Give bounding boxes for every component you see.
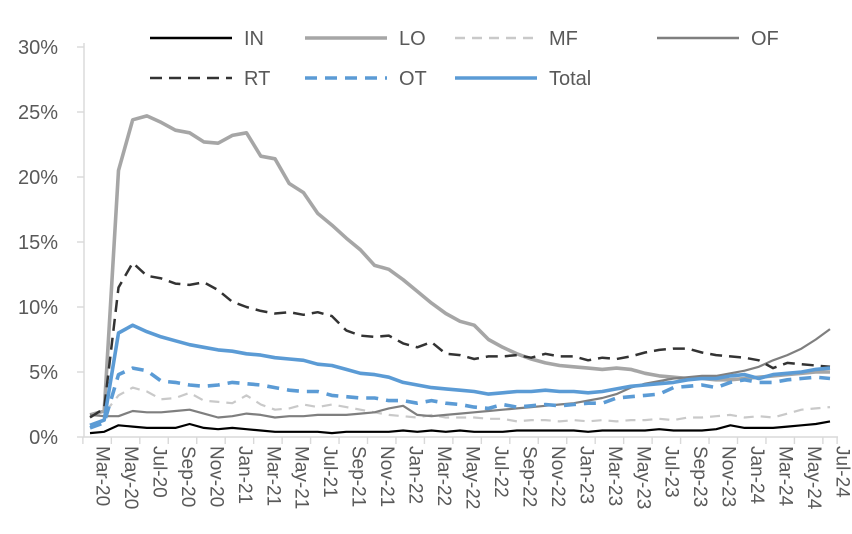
series-line-OF — [89, 328, 831, 419]
x-tick-label: May-22 — [462, 446, 483, 509]
legend-label-IN: IN — [244, 28, 264, 50]
x-tick-label: Sep-22 — [518, 446, 539, 507]
y-tick-label: 20% — [18, 167, 58, 189]
legend-item-Total: Total — [455, 68, 591, 90]
y-tick-label: 15% — [18, 232, 58, 254]
x-tick-label: Nov-22 — [547, 446, 568, 507]
x-tick-label: Mar-20 — [92, 446, 113, 506]
legend-label-MF: MF — [549, 28, 578, 50]
legend-item-LO: LO — [305, 28, 426, 50]
series-line-MF — [89, 386, 831, 423]
x-tick-label: Sep-21 — [348, 446, 369, 507]
x-tick-label: May-23 — [632, 446, 653, 509]
x-tick-label: May-20 — [120, 446, 141, 509]
series-line-LO — [89, 114, 830, 417]
x-tick-label: Jan-22 — [405, 446, 426, 504]
x-tick-label: Jan-24 — [746, 446, 767, 505]
legend-item-OF: OF — [657, 28, 779, 50]
x-tick-label: Jan-21 — [234, 446, 255, 504]
legend-label-OF: OF — [751, 28, 779, 50]
x-tick-label: Mar-23 — [604, 446, 625, 506]
legend-item-MF: MF — [455, 28, 578, 50]
x-tick-label: Mar-22 — [433, 446, 454, 506]
x-tick-label: Mar-24 — [775, 446, 796, 507]
x-tick-label: Jul-20 — [148, 446, 169, 498]
x-tick-label: Nov-21 — [376, 446, 397, 507]
series-line-RT — [89, 261, 831, 419]
y-tick-label: 0% — [29, 427, 58, 449]
legend-item-OT: OT — [305, 68, 427, 90]
x-tick-label: Jul-22 — [490, 446, 511, 498]
x-tick-label: Sep-20 — [177, 446, 198, 507]
legend-label-LO: LO — [399, 28, 426, 50]
x-tick-label: May-21 — [291, 446, 312, 509]
y-tick-label: 30% — [18, 37, 58, 59]
x-tick-label: Jul-23 — [661, 446, 682, 498]
series-line-Total — [89, 323, 831, 427]
x-tick-label: Nov-20 — [205, 446, 226, 507]
legend-label-OT: OT — [399, 68, 427, 90]
legend-item-RT: RT — [150, 68, 270, 90]
legend-item-IN: IN — [150, 28, 264, 50]
x-tick-label: Jan-23 — [575, 446, 596, 504]
x-tick-label: Mar-21 — [262, 446, 283, 506]
x-tick-label: Nov-23 — [718, 446, 739, 507]
series-line-OT — [89, 366, 831, 430]
x-tick-label: May-24 — [803, 446, 824, 510]
legend-label-Total: Total — [549, 68, 591, 90]
series-line-IN — [89, 420, 831, 435]
y-tick-label: 10% — [18, 297, 58, 319]
x-tick-label: Jul-21 — [319, 446, 340, 498]
legend-label-RT: RT — [244, 68, 270, 90]
x-tick-label: Jul-24 — [832, 446, 852, 498]
x-tick-label: Sep-23 — [689, 446, 710, 507]
y-tick-label: 5% — [29, 362, 58, 384]
y-tick-label: 25% — [18, 102, 58, 124]
